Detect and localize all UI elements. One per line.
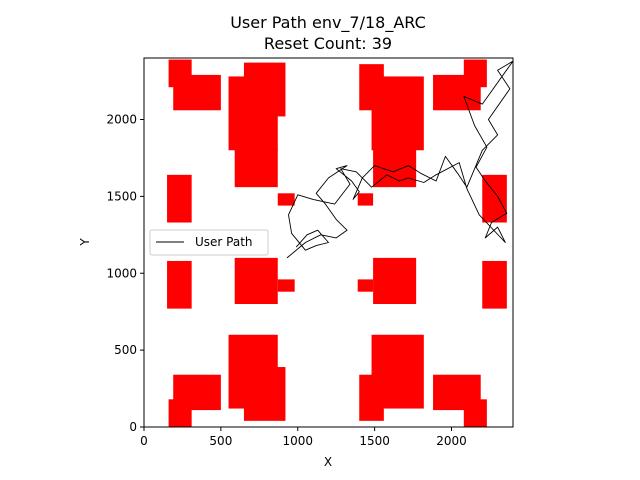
y-tick-label: 0 bbox=[129, 420, 137, 434]
obstacle bbox=[234, 148, 278, 188]
y-axis-label: Y bbox=[78, 238, 92, 247]
obstacle bbox=[463, 59, 487, 88]
x-tick-label: 1500 bbox=[359, 434, 390, 448]
x-axis-label: X bbox=[324, 455, 332, 469]
user-path-layer bbox=[286, 60, 513, 259]
y-tick-label: 1000 bbox=[106, 266, 137, 280]
obstacle bbox=[168, 59, 192, 88]
legend: User Path bbox=[149, 229, 269, 256]
legend-label: User Path bbox=[195, 235, 253, 249]
x-tick-label: 1000 bbox=[282, 434, 313, 448]
obstacle bbox=[359, 64, 384, 111]
chart-subtitle: Reset Count: 39 bbox=[264, 34, 392, 53]
x-axis: 0 500 1000 1500 2000 bbox=[140, 427, 467, 448]
plot-frame bbox=[143, 57, 514, 428]
obstacle bbox=[243, 62, 286, 117]
obstacle bbox=[359, 374, 384, 421]
y-tick-label: 1500 bbox=[106, 189, 137, 203]
y-tick-label: 500 bbox=[114, 343, 137, 357]
obstacle bbox=[482, 260, 507, 309]
chart-title: User Path env_7/18_ARC bbox=[230, 13, 426, 33]
obstacle bbox=[373, 148, 417, 188]
obstacle bbox=[167, 260, 192, 309]
x-tick-label: 500 bbox=[209, 434, 232, 448]
obstacle bbox=[234, 257, 278, 304]
obstacle bbox=[168, 399, 192, 427]
obstacle bbox=[463, 399, 487, 427]
x-tick-label: 0 bbox=[140, 434, 148, 448]
obstacle bbox=[277, 193, 295, 206]
user-path-line bbox=[286, 60, 513, 259]
obstacle bbox=[277, 279, 295, 292]
obstacle bbox=[243, 367, 286, 421]
obstacle bbox=[373, 257, 417, 304]
legend-box bbox=[149, 229, 269, 256]
obstacle bbox=[167, 174, 192, 223]
x-tick-label: 2000 bbox=[436, 434, 467, 448]
y-tick-label: 2000 bbox=[106, 113, 137, 127]
obstacle bbox=[357, 279, 374, 292]
obstacle-layer bbox=[167, 59, 507, 427]
y-axis: 0 500 1000 1500 2000 bbox=[106, 113, 144, 434]
obstacle bbox=[357, 193, 374, 206]
